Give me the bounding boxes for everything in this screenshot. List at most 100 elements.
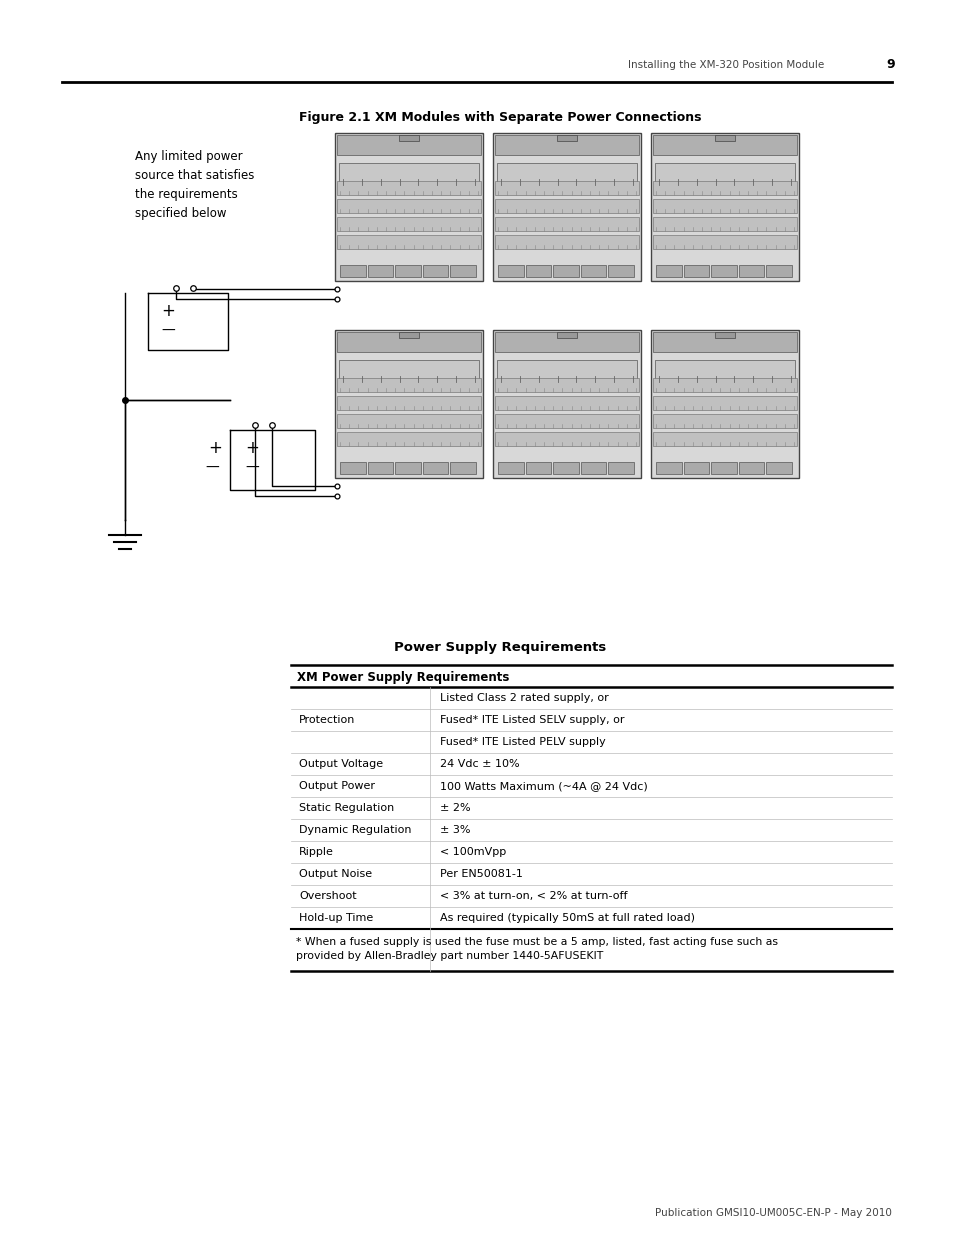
Text: —: — xyxy=(245,461,258,475)
Bar xyxy=(495,182,639,195)
Bar xyxy=(336,182,480,195)
Text: Figure 2.1 XM Modules with Separate Power Connections: Figure 2.1 XM Modules with Separate Powe… xyxy=(298,110,700,124)
Bar xyxy=(652,135,796,156)
Text: * When a fused supply is used the fuse must be a 5 amp, listed, fast acting fuse: * When a fused supply is used the fuse m… xyxy=(295,937,778,961)
Text: Power Supply Requirements: Power Supply Requirements xyxy=(394,641,605,655)
Bar xyxy=(422,266,448,277)
Bar xyxy=(553,462,578,474)
Bar xyxy=(336,414,480,429)
Bar xyxy=(710,462,736,474)
Bar xyxy=(450,266,476,277)
Bar xyxy=(336,199,480,212)
Bar xyxy=(652,235,796,249)
Text: —: — xyxy=(161,324,174,338)
Bar xyxy=(525,462,551,474)
Bar xyxy=(683,462,708,474)
Bar xyxy=(608,266,634,277)
Bar xyxy=(656,462,680,474)
Bar xyxy=(495,432,639,446)
Text: Protection: Protection xyxy=(298,715,355,725)
Text: Hold-up Time: Hold-up Time xyxy=(298,913,373,923)
Bar xyxy=(497,359,637,382)
Bar xyxy=(497,462,523,474)
Text: +: + xyxy=(161,303,174,320)
Text: As required (typically 50mS at full rated load): As required (typically 50mS at full rate… xyxy=(439,913,695,923)
Text: Fused* ITE Listed PELV supply: Fused* ITE Listed PELV supply xyxy=(439,737,605,747)
Bar xyxy=(608,462,634,474)
Text: < 3% at turn-on, < 2% at turn-off: < 3% at turn-on, < 2% at turn-off xyxy=(439,890,627,902)
Bar xyxy=(336,135,480,156)
Bar xyxy=(338,359,478,382)
Bar xyxy=(650,133,799,282)
Text: XM Power Supply Requirements: XM Power Supply Requirements xyxy=(296,672,509,684)
Bar xyxy=(557,332,577,338)
Bar xyxy=(557,135,577,141)
Text: Output Power: Output Power xyxy=(298,781,375,790)
Bar xyxy=(652,182,796,195)
Bar xyxy=(336,378,480,391)
Text: Publication GMSI10-UM005C-EN-P - May 2010: Publication GMSI10-UM005C-EN-P - May 201… xyxy=(655,1208,891,1218)
Bar xyxy=(395,462,420,474)
Bar xyxy=(495,332,639,352)
Bar xyxy=(525,266,551,277)
Text: +: + xyxy=(208,438,222,457)
Bar xyxy=(367,266,393,277)
Bar xyxy=(339,266,365,277)
Bar xyxy=(652,432,796,446)
Text: ± 2%: ± 2% xyxy=(439,803,470,813)
Bar xyxy=(422,462,448,474)
Bar xyxy=(656,266,680,277)
Bar xyxy=(367,462,393,474)
Bar xyxy=(580,462,606,474)
Bar xyxy=(495,235,639,249)
Text: Static Regulation: Static Regulation xyxy=(298,803,394,813)
Bar xyxy=(738,266,763,277)
Bar xyxy=(765,266,791,277)
Bar xyxy=(336,332,480,352)
Text: Fused* ITE Listed SELV supply, or: Fused* ITE Listed SELV supply, or xyxy=(439,715,624,725)
Text: Overshoot: Overshoot xyxy=(298,890,356,902)
Bar xyxy=(495,414,639,429)
Bar xyxy=(652,396,796,410)
Bar xyxy=(495,135,639,156)
Bar xyxy=(335,330,482,478)
Bar xyxy=(336,432,480,446)
Bar xyxy=(338,163,478,185)
Text: Any limited power
source that satisfies
the requirements
specified below: Any limited power source that satisfies … xyxy=(135,149,254,220)
Bar xyxy=(495,378,639,391)
Bar xyxy=(683,266,708,277)
Bar xyxy=(335,133,482,282)
Text: Dynamic Regulation: Dynamic Regulation xyxy=(298,825,411,835)
Bar xyxy=(652,378,796,391)
Bar xyxy=(650,330,799,478)
Bar xyxy=(495,396,639,410)
Bar xyxy=(398,332,418,338)
Bar xyxy=(450,462,476,474)
Text: Output Noise: Output Noise xyxy=(298,869,372,879)
Bar xyxy=(714,135,734,141)
Text: 9: 9 xyxy=(885,58,894,72)
Bar xyxy=(652,332,796,352)
Text: < 100mVpp: < 100mVpp xyxy=(439,847,506,857)
Bar xyxy=(395,266,420,277)
Bar xyxy=(339,462,365,474)
Bar xyxy=(336,235,480,249)
Bar xyxy=(398,135,418,141)
Bar xyxy=(495,199,639,212)
Text: Installing the XM-320 Position Module: Installing the XM-320 Position Module xyxy=(627,61,823,70)
Text: ± 3%: ± 3% xyxy=(439,825,470,835)
Bar xyxy=(493,330,640,478)
Bar xyxy=(652,199,796,212)
Text: 24 Vdc ± 10%: 24 Vdc ± 10% xyxy=(439,760,519,769)
Bar xyxy=(714,332,734,338)
Text: Ripple: Ripple xyxy=(298,847,334,857)
Bar xyxy=(738,462,763,474)
Text: Output Voltage: Output Voltage xyxy=(298,760,383,769)
Bar xyxy=(655,359,794,382)
Text: Listed Class 2 rated supply, or: Listed Class 2 rated supply, or xyxy=(439,693,608,703)
Bar xyxy=(655,163,794,185)
Bar xyxy=(493,133,640,282)
Bar xyxy=(580,266,606,277)
Bar xyxy=(652,414,796,429)
Bar xyxy=(765,462,791,474)
